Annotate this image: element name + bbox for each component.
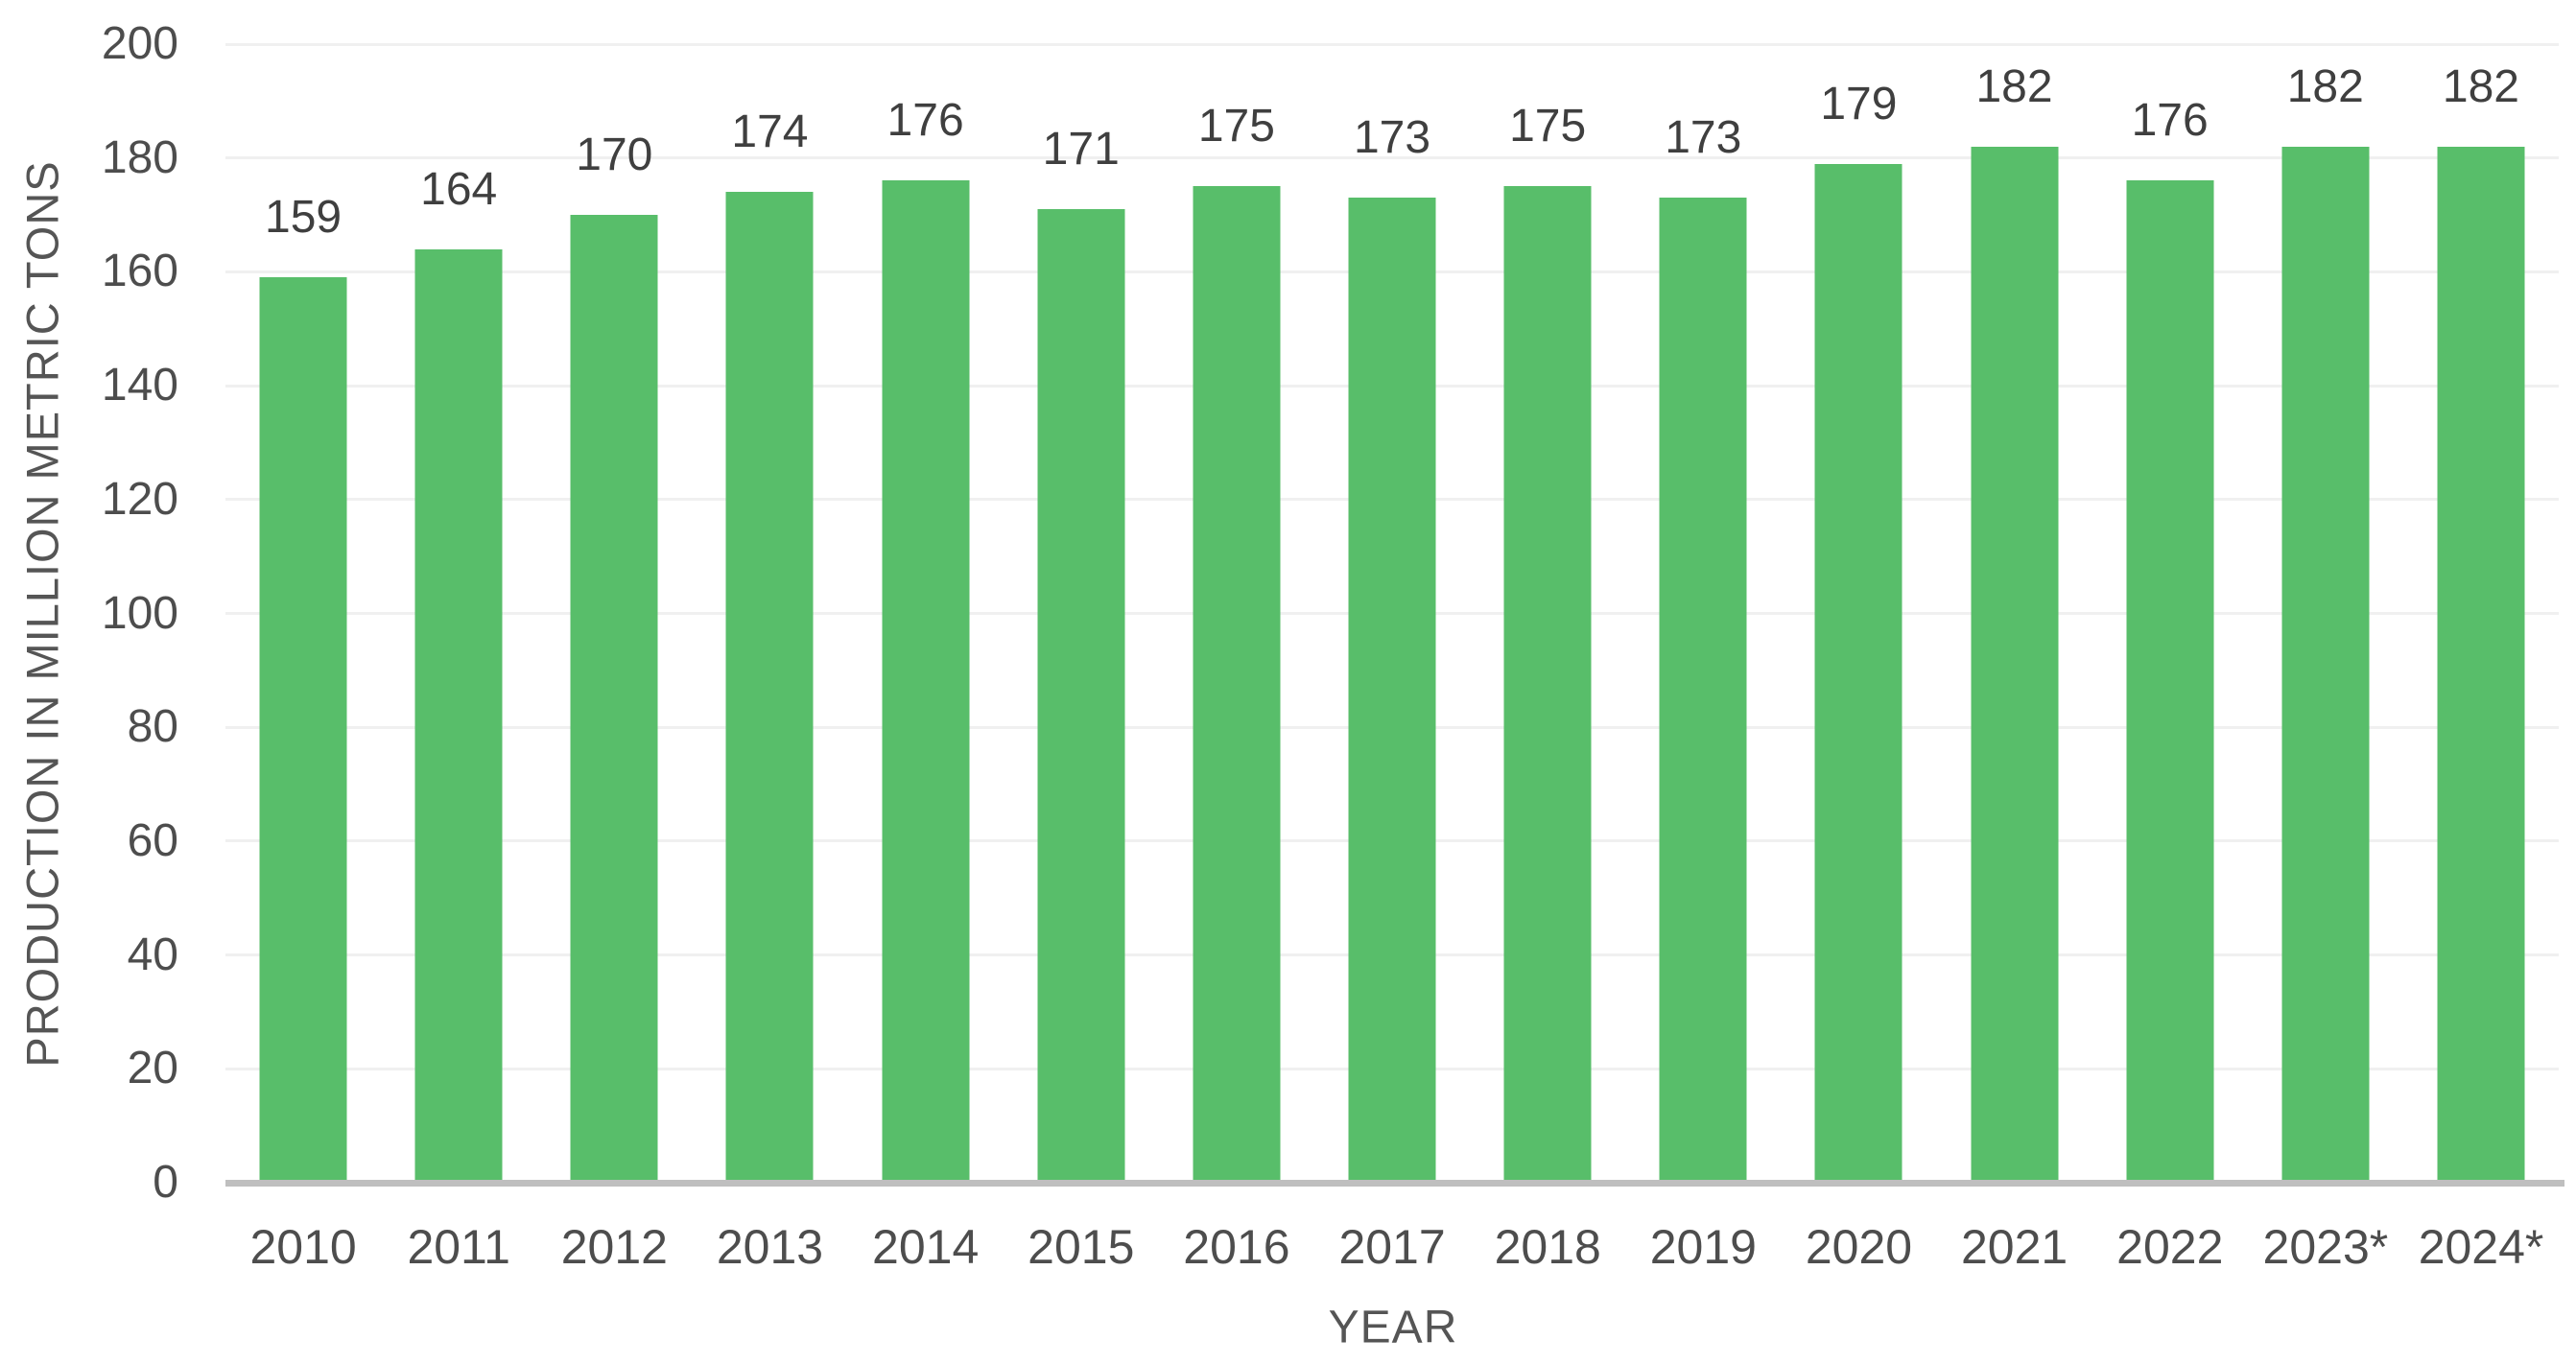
data-label-2023*: 182 — [2286, 60, 2364, 112]
x-tick-label-2024*: 2024* — [2418, 1220, 2544, 1274]
bar-2021 — [1971, 146, 2059, 1183]
bar-2016 — [1193, 186, 1281, 1183]
x-tick-label-2020: 2020 — [1805, 1220, 1913, 1274]
data-label-2019: 173 — [1665, 112, 1742, 164]
y-tick-label: 160 — [101, 246, 178, 297]
data-label-2022: 176 — [2131, 95, 2209, 147]
y-tick-label: 180 — [101, 131, 178, 183]
bar-2020 — [1814, 163, 1902, 1183]
x-tick-label-2014: 2014 — [872, 1220, 980, 1274]
bar-2023* — [2281, 146, 2370, 1183]
data-label-2015: 171 — [1042, 124, 1120, 176]
category-2022: 176 — [2092, 44, 2248, 1183]
category-2016: 175 — [1159, 44, 1314, 1183]
x-axis-title: YEAR — [1328, 1302, 1458, 1353]
bar-2010 — [259, 277, 347, 1183]
bar-2019 — [1659, 198, 1747, 1183]
data-label-2016: 175 — [1197, 101, 1275, 153]
y-tick-label: 20 — [127, 1043, 178, 1094]
category-2013: 174 — [692, 44, 847, 1183]
y-tick-label: 40 — [127, 929, 178, 980]
x-tick-label-2012: 2012 — [560, 1220, 668, 1274]
category-2019: 173 — [1625, 44, 1781, 1183]
category-2024*: 182 — [2403, 44, 2559, 1183]
x-axis-tick-labels: 2010 2011 2012 2013 2014 2015 2016 2017 2018 2019… — [225, 1220, 2559, 1276]
category-2010: 159 — [225, 44, 381, 1183]
category-2012: 170 — [536, 44, 692, 1183]
y-tick-label: 0 — [153, 1157, 178, 1208]
x-tick-label-2015: 2015 — [1028, 1220, 1135, 1274]
x-tick-label-2023*: 2023* — [2262, 1220, 2389, 1274]
data-label-2020: 179 — [1820, 78, 1898, 129]
bar-2013 — [725, 192, 814, 1183]
data-label-2013: 174 — [731, 106, 809, 158]
category-2011: 164 — [381, 44, 536, 1183]
x-tick-label-2013: 2013 — [716, 1220, 824, 1274]
category-2021: 182 — [1936, 44, 2092, 1183]
category-2018: 175 — [1470, 44, 1625, 1183]
data-label-2017: 173 — [1353, 112, 1431, 164]
category-2014: 176 — [848, 44, 1004, 1183]
x-tick-label-2016: 2016 — [1183, 1220, 1290, 1274]
gridline-180 — [225, 156, 2559, 160]
x-tick-label-2017: 2017 — [1338, 1220, 1446, 1274]
data-label-2024*: 182 — [2442, 60, 2519, 112]
bar-2022 — [2126, 180, 2214, 1183]
bar-2014 — [882, 180, 970, 1183]
bar-2018 — [1503, 186, 1592, 1183]
bar-2012 — [570, 215, 658, 1183]
data-label-2021: 182 — [1975, 60, 2053, 112]
y-tick-label: 80 — [127, 701, 178, 753]
x-tick-label-2011: 2011 — [407, 1220, 510, 1274]
data-label-2018: 175 — [1509, 101, 1587, 153]
category-2017: 173 — [1314, 44, 1470, 1183]
data-label-2010: 159 — [265, 192, 343, 244]
category-2023*: 182 — [2248, 44, 2403, 1183]
y-axis-tick-labels: 0 20 40 60 80 100 120 140 160 180 200 — [0, 21, 178, 1206]
data-label-2011: 164 — [420, 163, 498, 215]
y-tick-label: 120 — [101, 473, 178, 525]
y-tick-label: 200 — [101, 18, 178, 69]
data-label-2012: 170 — [576, 129, 653, 181]
x-tick-label-2022: 2022 — [2116, 1220, 2224, 1274]
plot-area: 159 164 170 174 176 171 175 173 175 173 179 182 176 1… — [225, 42, 2564, 1187]
gridline-200 — [225, 42, 2559, 46]
category-2020: 179 — [1781, 44, 1936, 1183]
y-tick-label: 100 — [101, 587, 178, 639]
bar-2015 — [1037, 209, 1125, 1183]
x-tick-label-2021: 2021 — [1961, 1220, 2068, 1274]
y-tick-label: 60 — [127, 814, 178, 866]
data-label-2014: 176 — [886, 95, 964, 147]
x-tick-label-2010: 2010 — [249, 1220, 357, 1274]
category-2015: 171 — [1004, 44, 1159, 1183]
bar-2011 — [414, 248, 503, 1183]
bar-2024* — [2437, 146, 2525, 1183]
x-tick-label-2019: 2019 — [1649, 1220, 1757, 1274]
bar-2017 — [1348, 198, 1436, 1183]
x-tick-label-2018: 2018 — [1494, 1220, 1601, 1274]
x-axis-line — [225, 1180, 2564, 1187]
y-tick-label: 140 — [101, 360, 178, 412]
